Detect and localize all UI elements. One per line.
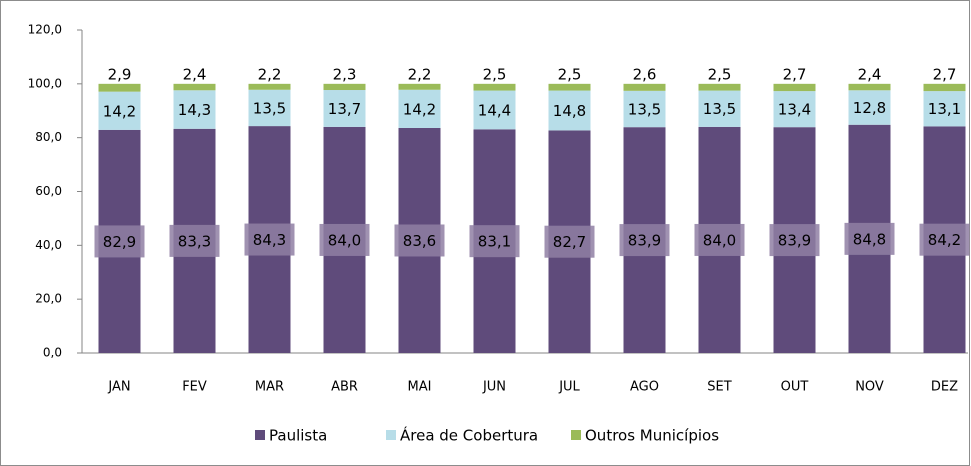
bar-segment bbox=[248, 83, 291, 90]
data-label: 14,3 bbox=[178, 101, 211, 119]
label-box bbox=[94, 225, 145, 258]
y-tick-label: 120,0 bbox=[28, 23, 62, 37]
data-label: 82,9 bbox=[103, 233, 136, 251]
data-label: 83,6 bbox=[403, 232, 436, 250]
data-label: 2,6 bbox=[633, 65, 657, 83]
x-tick-label: NOV bbox=[855, 380, 884, 395]
label-box bbox=[769, 224, 820, 257]
data-label: 83,1 bbox=[478, 233, 511, 251]
data-label: 84,2 bbox=[928, 231, 961, 249]
data-label: 14,2 bbox=[403, 100, 436, 118]
data-label: 2,9 bbox=[108, 65, 132, 83]
bar-segment bbox=[548, 90, 591, 131]
y-tick-label: 60,0 bbox=[35, 184, 62, 198]
label-box bbox=[544, 225, 595, 258]
data-label: 83,9 bbox=[628, 232, 661, 250]
data-label: 84,3 bbox=[253, 231, 286, 249]
data-label: 13,5 bbox=[628, 101, 661, 119]
bar-segment bbox=[398, 83, 441, 90]
x-tick-label: AGO bbox=[630, 380, 659, 395]
data-label: 83,9 bbox=[778, 232, 811, 250]
data-label: 83,3 bbox=[178, 232, 211, 250]
data-label: 2,5 bbox=[558, 65, 582, 83]
bar-segment bbox=[623, 83, 666, 91]
data-label: 13,7 bbox=[328, 100, 361, 118]
data-label: 13,5 bbox=[253, 99, 286, 117]
x-tick-label: ABR bbox=[331, 380, 358, 395]
bar-segment bbox=[98, 91, 141, 130]
data-label: 84,8 bbox=[853, 230, 886, 248]
y-tick-label: 100,0 bbox=[28, 76, 62, 90]
data-label: 14,4 bbox=[478, 101, 511, 119]
legend-label: Área de Cobertura bbox=[400, 426, 538, 445]
data-label: 84,0 bbox=[703, 231, 736, 249]
bar-segment bbox=[848, 90, 891, 125]
label-box bbox=[619, 224, 670, 257]
data-label: 2,5 bbox=[708, 65, 732, 83]
data-label: 13,1 bbox=[928, 100, 961, 118]
x-tick-label: JUL bbox=[558, 380, 580, 395]
bar-segment bbox=[548, 83, 591, 91]
label-box bbox=[319, 223, 370, 256]
label-box bbox=[394, 224, 445, 257]
data-label: 82,7 bbox=[553, 233, 586, 251]
legend-label: Outros Municípios bbox=[585, 427, 719, 445]
x-tick-label: JUN bbox=[482, 380, 506, 395]
bar-segment bbox=[773, 83, 816, 92]
data-label: 2,3 bbox=[333, 65, 357, 83]
y-tick-label: 80,0 bbox=[35, 130, 62, 144]
y-tick-label: 20,0 bbox=[35, 292, 62, 306]
data-label: 2,4 bbox=[858, 65, 882, 83]
bar-segment bbox=[323, 90, 366, 127]
x-tick-label: DEZ bbox=[931, 380, 958, 395]
bar-segment bbox=[323, 83, 366, 91]
bar-segment bbox=[473, 83, 516, 91]
bar-segment bbox=[473, 90, 516, 130]
bar-segment bbox=[923, 83, 966, 92]
label-box bbox=[244, 223, 295, 256]
x-tick-label: SET bbox=[707, 380, 731, 395]
bar-segment bbox=[623, 90, 666, 128]
legend-swatch bbox=[255, 430, 265, 440]
bar-segment bbox=[698, 83, 741, 91]
x-tick-label: OUT bbox=[781, 380, 809, 395]
x-tick-label: MAR bbox=[255, 380, 284, 395]
data-label: 84,0 bbox=[328, 231, 361, 249]
legend-label: Paulista bbox=[269, 427, 327, 445]
bar-segment bbox=[773, 91, 816, 128]
data-label: 2,2 bbox=[258, 65, 282, 83]
label-box bbox=[469, 225, 520, 258]
data-label: 13,5 bbox=[703, 100, 736, 118]
data-label: 2,7 bbox=[933, 65, 957, 83]
bar-segment bbox=[248, 89, 291, 127]
label-box bbox=[169, 224, 220, 257]
bar-segment bbox=[698, 90, 741, 127]
x-tick-label: JAN bbox=[107, 380, 130, 395]
bar-segment bbox=[848, 83, 891, 91]
bar-segment bbox=[98, 83, 141, 92]
data-label: 2,7 bbox=[783, 65, 807, 83]
y-tick-label: 0,0 bbox=[43, 346, 62, 360]
bar-segment bbox=[173, 83, 216, 91]
data-label: 14,2 bbox=[103, 102, 136, 120]
data-label: 14,8 bbox=[553, 102, 586, 120]
data-label: 12,8 bbox=[853, 99, 886, 117]
x-tick-label: FEV bbox=[182, 380, 207, 395]
legend-swatch bbox=[571, 430, 581, 440]
bar-segment bbox=[398, 89, 441, 128]
label-box bbox=[919, 223, 970, 256]
data-label: 13,4 bbox=[778, 101, 811, 119]
bar-segment bbox=[923, 91, 966, 127]
data-label: 2,5 bbox=[483, 65, 507, 83]
label-box bbox=[844, 222, 895, 255]
bar-segment bbox=[173, 90, 216, 129]
data-label: 2,2 bbox=[408, 65, 432, 83]
y-tick-label: 40,0 bbox=[35, 238, 62, 252]
legend-swatch bbox=[386, 430, 396, 440]
x-tick-label: MAI bbox=[408, 380, 432, 395]
label-box bbox=[694, 223, 745, 256]
data-label: 2,4 bbox=[183, 65, 207, 83]
